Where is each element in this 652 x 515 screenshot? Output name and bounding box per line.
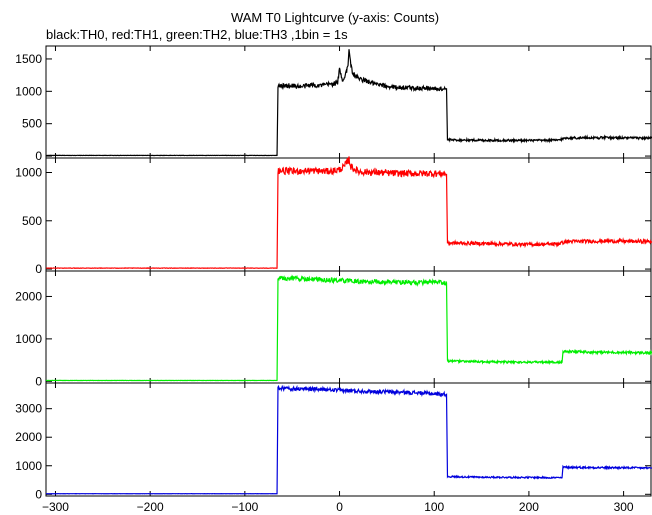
x-tick-label: −100 [231, 500, 258, 514]
x-tick-label: −300 [42, 500, 69, 514]
x-axis: −300 −200 −100 0 100 200 300 [42, 500, 634, 514]
y-tick-label: 0 [35, 262, 42, 276]
x-tick-label: 300 [614, 500, 634, 514]
y-tick-label: 500 [22, 117, 42, 131]
y-tick-label: 1500 [15, 52, 42, 66]
x-tick-label: 0 [336, 500, 343, 514]
y-tick-label: 2000 [15, 289, 42, 303]
y-tick-label: 500 [22, 214, 42, 228]
y-tick-label: 1000 [15, 459, 42, 473]
panels-group: 0 500 1000 1500 0 500 1000 0 1000 2000 0 1000 2000 30… [15, 45, 652, 501]
panel-frame [45, 157, 652, 272]
panel-th1: 0 500 1000 [15, 156, 652, 276]
x-tick-label: 100 [424, 500, 444, 514]
chart-subtitle: black:TH0, red:TH1, green:TH2, blue:TH3 … [46, 27, 348, 42]
y-tick-label: 1000 [15, 165, 42, 179]
series-th2 [45, 274, 652, 382]
y-tick-label: 1000 [15, 84, 42, 98]
x-tick-label: −200 [137, 500, 164, 514]
y-tick-label: 3000 [15, 402, 42, 416]
panel-th0: 0 500 1000 1500 [15, 45, 652, 163]
y-tick-label: 0 [35, 487, 42, 501]
panel-th2: 0 1000 2000 [15, 270, 652, 388]
x-tick-label: 200 [519, 500, 539, 514]
y-tick-label: 1000 [15, 332, 42, 346]
y-tick-label: 0 [35, 149, 42, 163]
series-th0 [45, 49, 652, 157]
panel-th3: 0 1000 2000 3000 [15, 382, 652, 501]
series-th1 [45, 156, 652, 270]
series-th3 [45, 384, 652, 495]
y-tick-label: 2000 [15, 430, 42, 444]
y-tick-label: 0 [35, 374, 42, 388]
panel-frame [45, 270, 652, 384]
panel-frame [45, 382, 652, 497]
chart-title: WAM T0 Lightcurve (y-axis: Counts) [231, 10, 439, 25]
